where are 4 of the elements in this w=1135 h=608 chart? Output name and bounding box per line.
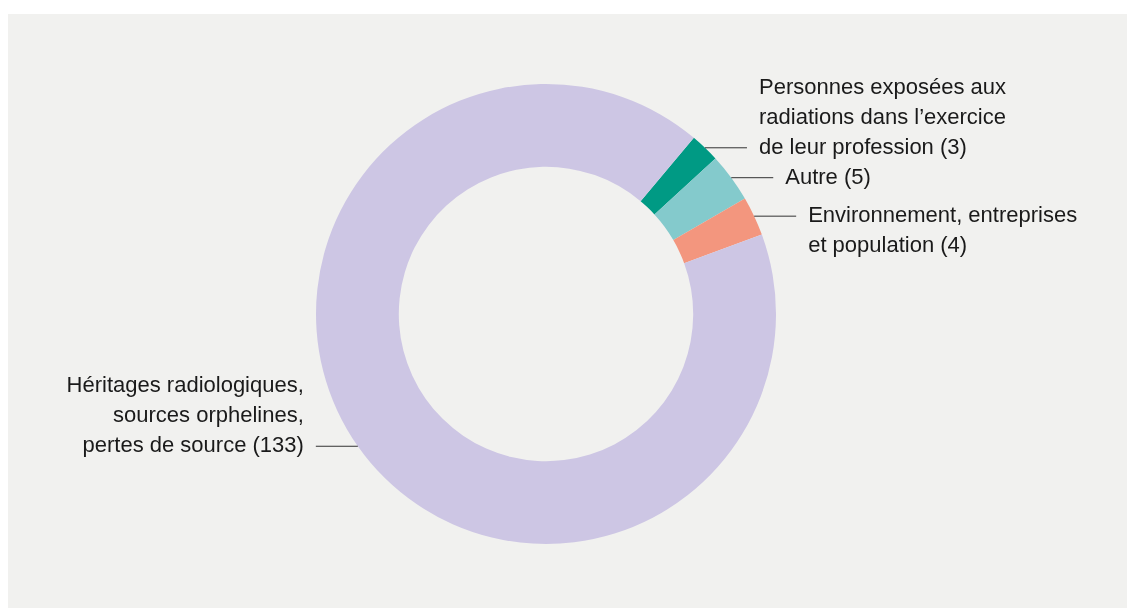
slice-label: Héritages radiologiques, sources orphelines, pertes de source (133) [66,372,304,458]
slice-label: Autre (5) [785,163,871,189]
slice-label: Personnes exposées aux radiations dans l’exercice de leur profession (3) [758,73,1007,159]
slice-label: Environnement, entreprises et population (4) [808,202,1078,258]
